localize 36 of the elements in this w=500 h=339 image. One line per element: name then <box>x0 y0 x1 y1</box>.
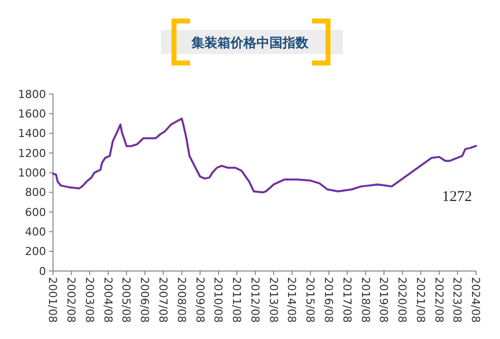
x-tick-label: 2014/08 <box>285 277 298 323</box>
x-tick-label: 2010/08 <box>212 277 225 323</box>
x-tick-label: 2002/08 <box>64 277 78 323</box>
x-tick-label: 2001/08 <box>46 277 60 323</box>
y-tick-label: 1800 <box>18 88 46 101</box>
y-tick-label: 1200 <box>18 146 46 160</box>
x-tick-label: 2006/08 <box>138 277 152 323</box>
x-tick-label: 2017/08 <box>340 277 354 323</box>
x-tick-label: 2013/08 <box>266 277 280 323</box>
x-tick-label: 2011/08 <box>230 277 244 323</box>
x-tick-label: 2009/08 <box>193 277 206 323</box>
y-tick-label: 0 <box>39 264 46 278</box>
x-tick-label: 2021/08 <box>414 277 427 323</box>
x-tick-label: 2018/08 <box>358 277 372 323</box>
y-tick-label: 800 <box>25 186 46 200</box>
y-tick-label: 1600 <box>18 108 46 121</box>
y-tick-label: 600 <box>25 206 46 219</box>
x-tick-label: 2008/08 <box>174 277 188 323</box>
x-tick-label: 2024/08 <box>469 277 482 323</box>
x-tick-label: 2003/08 <box>82 277 96 323</box>
x-tick-label: 2015/08 <box>304 277 317 323</box>
y-tick-label: 1400 <box>18 127 46 140</box>
x-tick-label: 2022/08 <box>432 277 446 323</box>
y-tick-label: 200 <box>25 245 46 258</box>
x-tick-label: 2020/08 <box>396 277 409 323</box>
x-tick-label: 2019/08 <box>377 277 390 323</box>
chart-title: 集装箱价格中国指数 <box>190 36 310 51</box>
x-tick-label: 2004/08 <box>101 277 114 323</box>
y-tick-label: 400 <box>25 226 46 239</box>
annotation: 1272 <box>442 188 472 205</box>
x-tick-label: 2012/08 <box>248 277 262 323</box>
x-tick-label: 2023/08 <box>450 277 464 323</box>
y-tick-label: 1000 <box>18 166 46 180</box>
x-tick-label: 2016/08 <box>322 277 336 323</box>
x-tick-label: 2005/08 <box>120 277 133 323</box>
x-tick-label: 2007/08 <box>156 277 170 323</box>
